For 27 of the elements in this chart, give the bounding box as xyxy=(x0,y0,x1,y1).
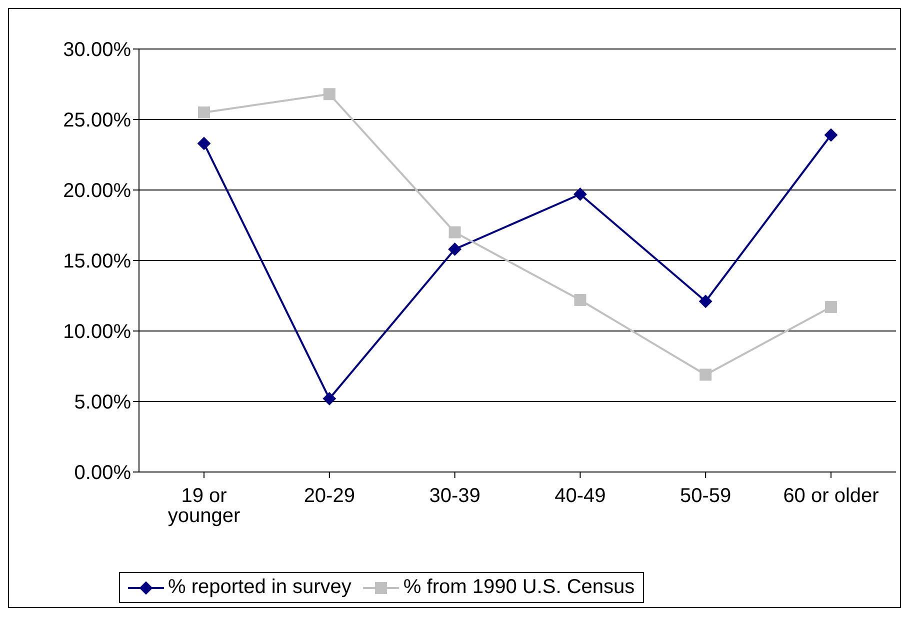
point xyxy=(323,88,336,100)
point xyxy=(574,294,586,306)
point xyxy=(448,226,461,238)
y-tick-label: 25.00% xyxy=(63,110,132,132)
point xyxy=(824,128,838,142)
x-tick-label: 40-49 xyxy=(554,485,606,508)
point xyxy=(574,188,587,201)
y-tick-label: 5.00% xyxy=(74,392,132,414)
point xyxy=(825,301,837,314)
x-tick-label: 30-39 xyxy=(429,485,480,508)
y-tick-label: 20.00% xyxy=(63,180,132,202)
point xyxy=(699,294,712,308)
x-tick-label: 19 or younger xyxy=(168,485,240,528)
point xyxy=(322,392,336,406)
point xyxy=(198,136,210,150)
x-tick-label: 60 or older xyxy=(783,485,880,508)
x-tick-label: 50-59 xyxy=(680,485,732,508)
y-tick-label: 15.00% xyxy=(63,250,132,273)
x-tick-label: 20-29 xyxy=(304,485,355,508)
y-tick-label: 30.00% xyxy=(63,39,132,62)
y-tick-label: 10.00% xyxy=(63,321,132,344)
point xyxy=(198,106,210,118)
y-tick-label: 0.00% xyxy=(74,462,132,484)
legend-label: % reported in survey xyxy=(167,576,352,599)
point xyxy=(448,242,462,256)
point xyxy=(700,368,712,381)
legend-label: % from 1990 U.S. Census xyxy=(402,576,635,599)
